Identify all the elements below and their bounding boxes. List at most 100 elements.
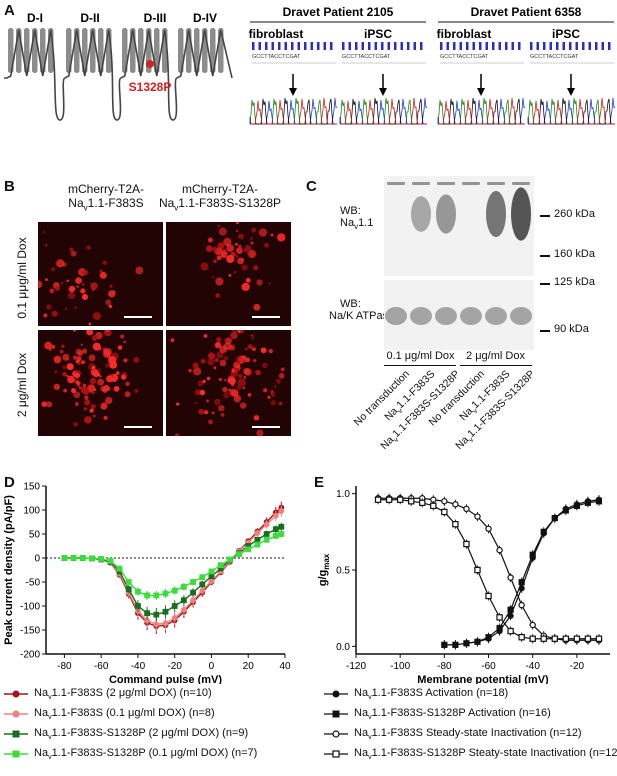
legend-marker bbox=[12, 710, 20, 718]
fluorescent-punctum bbox=[205, 245, 213, 253]
fluorescent-punctum bbox=[133, 356, 140, 363]
x-tick-label: -60 bbox=[94, 661, 109, 672]
data-point bbox=[70, 555, 77, 561]
fluorescent-punctum bbox=[224, 338, 228, 343]
quality-bar bbox=[317, 42, 320, 50]
fluorescent-punctum bbox=[194, 389, 201, 396]
legend-marker bbox=[332, 750, 340, 758]
fluorescent-punctum bbox=[203, 333, 208, 339]
quality-bar bbox=[374, 42, 377, 50]
quality-bar bbox=[387, 42, 390, 50]
chart-e-conductance: 0.0 0.5 1.0 -120 -100 -80 -60 -40 -20 Membrane po… bbox=[317, 486, 610, 684]
fluorescent-punctum bbox=[60, 281, 64, 285]
fluorescent-punctum bbox=[212, 246, 218, 252]
patient-title-2: Dravet Patient 6358 bbox=[471, 5, 582, 19]
legend-marker bbox=[12, 730, 20, 738]
fluorescent-punctum bbox=[100, 402, 108, 410]
micrograph-f383s-low-dox bbox=[38, 222, 163, 326]
lane-labels: No transduction Nav1.1-F383S Nav1.1-F383S-… bbox=[352, 368, 540, 468]
fluorescent-punctum bbox=[56, 259, 65, 268]
fluorescent-punctum bbox=[73, 330, 77, 332]
fluorescent-punctum bbox=[256, 429, 264, 436]
tm-segment bbox=[130, 28, 136, 73]
nak-atpase-band bbox=[410, 307, 432, 325]
cell-type-label: fibroblast bbox=[437, 27, 492, 41]
data-point bbox=[463, 540, 470, 548]
fluorescent-punctum bbox=[242, 386, 245, 390]
fluorescent-punctum bbox=[226, 244, 235, 253]
fluorescent-punctum bbox=[228, 273, 232, 277]
fluorescent-punctum bbox=[123, 358, 128, 363]
quality-bar bbox=[440, 42, 443, 50]
nav11-band bbox=[486, 190, 506, 238]
tm-segment bbox=[154, 28, 160, 73]
data-point bbox=[263, 536, 270, 543]
fluorescent-punctum bbox=[202, 379, 206, 384]
legend-d-item-4: Nav1.1-F383S-S1328P (0.1 μg/ml DOX) (n=7… bbox=[4, 747, 257, 761]
quality-bar bbox=[400, 42, 403, 50]
y-tick-label: 0.0 bbox=[336, 642, 350, 653]
data-point bbox=[171, 603, 178, 609]
fluorescent-punctum bbox=[45, 278, 48, 281]
fluorescent-punctum bbox=[206, 376, 211, 381]
data-point bbox=[551, 514, 558, 522]
data-point bbox=[272, 512, 279, 519]
fluorescent-punctum bbox=[255, 369, 261, 376]
quality-bar bbox=[453, 42, 456, 50]
data-point bbox=[485, 525, 492, 532]
arrowhead bbox=[289, 88, 297, 96]
fluorescent-punctum bbox=[278, 372, 285, 379]
data-point bbox=[485, 592, 492, 600]
y-tick-label: 150 bbox=[23, 482, 40, 493]
fluorescent-punctum bbox=[203, 410, 209, 415]
data-point bbox=[272, 533, 279, 539]
channel-topology-diagram: D-I D-II D-III D-IV S1328P bbox=[4, 11, 233, 121]
fluorescent-punctum bbox=[66, 363, 74, 371]
data-point bbox=[474, 566, 481, 574]
fluorescent-punctum bbox=[62, 371, 67, 377]
fluorescent-punctum bbox=[105, 363, 110, 368]
data-point bbox=[278, 508, 285, 514]
fluorescent-punctum bbox=[213, 259, 217, 263]
fluorescent-punctum bbox=[43, 313, 48, 318]
panel-b-col-title-1: mCherry-T2A- Nav1.1-F383S bbox=[67, 182, 144, 213]
panel-c-label: C bbox=[306, 178, 317, 195]
fluorescent-punctum bbox=[109, 284, 113, 288]
fluorescent-punctum bbox=[88, 354, 96, 362]
fluorescent-punctum bbox=[92, 414, 96, 418]
data-point bbox=[463, 505, 470, 513]
data-point bbox=[540, 528, 547, 535]
domain-label-1: D-I bbox=[27, 11, 43, 25]
fluorescent-punctum bbox=[61, 344, 65, 348]
fluorescent-punctum bbox=[45, 401, 53, 408]
arrowhead bbox=[477, 88, 485, 96]
fluorescent-punctum bbox=[76, 359, 81, 363]
data-point bbox=[452, 641, 459, 648]
data-point bbox=[385, 496, 393, 503]
fluorescent-punctum bbox=[84, 399, 91, 406]
legend-marker bbox=[12, 750, 20, 758]
fluorescent-punctum bbox=[99, 269, 103, 273]
fluorescent-punctum bbox=[86, 245, 91, 250]
fluorescent-punctum bbox=[206, 399, 210, 403]
legend-e-item-4: Nav1.1-F383S-S1328P Steaty-state Inactiv… bbox=[324, 747, 617, 761]
fluorescent-punctum bbox=[207, 237, 213, 243]
data-point bbox=[452, 520, 459, 528]
fluorescent-punctum bbox=[220, 248, 228, 255]
quality-bar bbox=[601, 42, 604, 50]
data-point bbox=[474, 638, 481, 645]
domain-label-3: D-III bbox=[144, 11, 167, 25]
quality-bar bbox=[595, 42, 598, 50]
fluorescent-punctum bbox=[54, 370, 58, 374]
quality-bar bbox=[323, 42, 326, 50]
fluorescent-punctum bbox=[237, 378, 246, 387]
data-point bbox=[496, 546, 503, 554]
panel-d-label: D bbox=[4, 474, 15, 491]
fluorescent-punctum bbox=[251, 347, 256, 352]
fluorescent-punctum bbox=[234, 254, 239, 259]
fluorescent-punctum bbox=[102, 387, 108, 393]
data-point bbox=[217, 562, 224, 569]
cell-type-label: iPSC bbox=[552, 27, 580, 41]
data-point bbox=[272, 526, 279, 533]
x-tick-label: -60 bbox=[481, 661, 496, 672]
